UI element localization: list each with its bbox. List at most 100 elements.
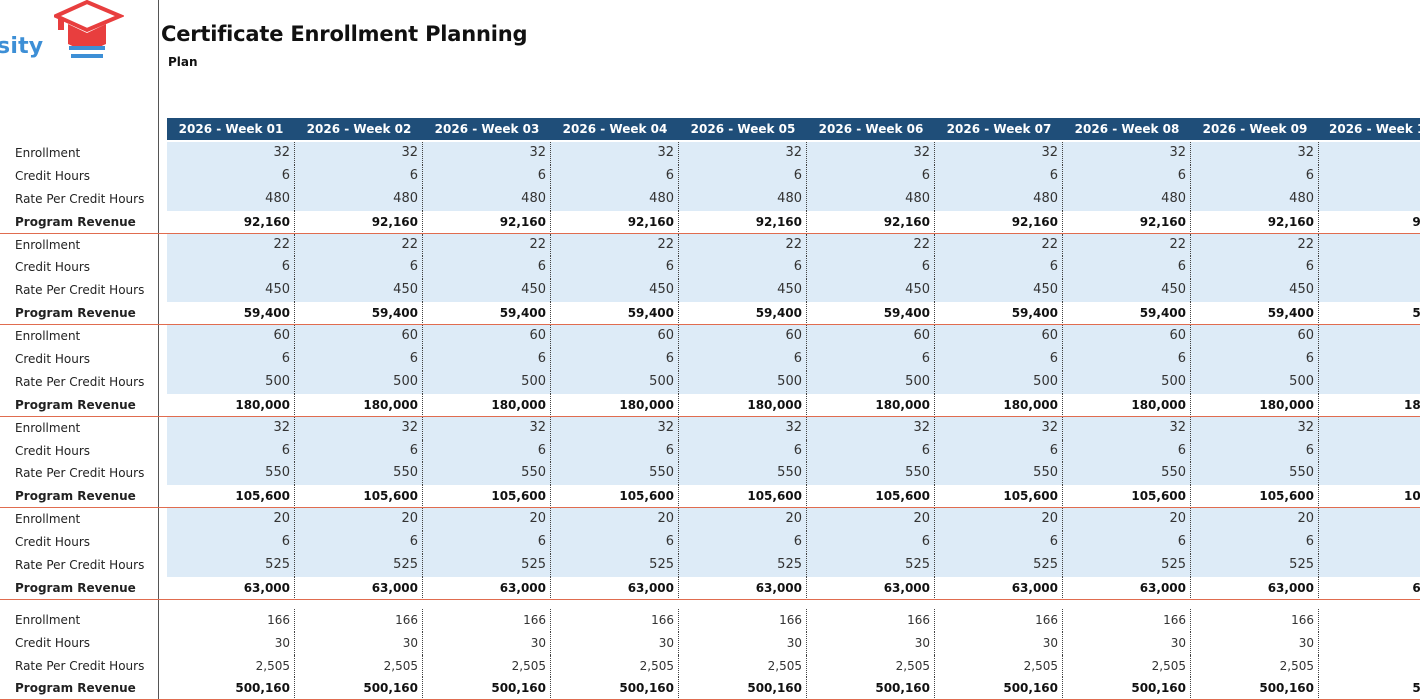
table-cell[interactable]: 500 <box>295 370 423 394</box>
table-cell[interactable]: 105,600 <box>935 485 1063 509</box>
table-cell[interactable]: 2,505 <box>1063 654 1191 678</box>
table-cell[interactable]: 500 <box>1191 370 1319 394</box>
table-cell[interactable]: 450 <box>1191 279 1319 303</box>
table-cell[interactable]: 2,505 <box>679 654 807 678</box>
table-cell[interactable] <box>1319 233 1420 257</box>
table-cell[interactable]: 32 <box>935 142 1063 165</box>
table-cell[interactable]: 60 <box>551 325 679 349</box>
table-cell[interactable] <box>1319 256 1420 280</box>
table-cell[interactable]: 6 <box>1063 164 1191 188</box>
table-cell[interactable]: 59,400 <box>679 302 807 326</box>
table-cell[interactable] <box>1319 416 1420 440</box>
table-cell[interactable]: 2, <box>1319 655 1420 678</box>
table-cell[interactable]: 6 <box>1191 348 1319 371</box>
table-cell[interactable]: 450 <box>423 279 551 303</box>
table-cell[interactable]: 92,160 <box>423 210 551 234</box>
table-cell[interactable]: 6 <box>423 439 551 463</box>
table-cell[interactable]: 6 <box>295 439 423 463</box>
table-cell[interactable]: 105,600 <box>1063 485 1191 509</box>
table-cell[interactable]: 480 <box>551 187 679 211</box>
table-cell[interactable]: 59,400 <box>935 302 1063 326</box>
table-cell[interactable]: 2,505 <box>167 654 295 678</box>
table-cell[interactable]: 2,505 <box>551 654 679 678</box>
table-cell[interactable]: 20 <box>807 508 935 532</box>
table-cell[interactable]: 63,000 <box>935 576 1063 600</box>
table-cell[interactable]: 59,400 <box>1191 302 1319 326</box>
table-cell[interactable]: 59,400 <box>1063 302 1191 326</box>
table-cell[interactable]: 180,000 <box>423 393 551 417</box>
table-cell[interactable]: 480 <box>807 187 935 211</box>
table-cell[interactable]: 32 <box>551 142 679 165</box>
table-cell[interactable]: 6 <box>295 348 423 371</box>
table-cell[interactable]: 6 <box>167 256 295 280</box>
table-cell[interactable]: 480 <box>935 187 1063 211</box>
table-cell[interactable]: 32 <box>423 142 551 165</box>
table-cell[interactable]: 6 <box>295 531 423 555</box>
table-cell[interactable]: 550 <box>551 462 679 486</box>
table-cell[interactable]: 30 <box>167 631 295 655</box>
table-cell[interactable]: 63,000 <box>1063 576 1191 600</box>
table-cell[interactable]: 180,000 <box>551 393 679 417</box>
table-cell[interactable]: 2,505 <box>807 654 935 678</box>
table-cell[interactable]: 6 <box>423 348 551 371</box>
table-cell[interactable] <box>1319 632 1420 655</box>
table-cell[interactable]: 500,160 <box>1063 677 1191 700</box>
table-cell[interactable]: 60 <box>807 325 935 349</box>
table-cell[interactable]: 105,600 <box>167 485 295 509</box>
table-cell[interactable]: 2,505 <box>295 654 423 678</box>
table-cell[interactable]: 63,000 <box>1191 576 1319 600</box>
table-cell[interactable]: 30 <box>295 631 423 655</box>
table-cell[interactable]: 166 <box>1063 608 1191 632</box>
table-cell[interactable]: 6 <box>807 256 935 280</box>
table-cell[interactable]: 60 <box>679 325 807 349</box>
table-cell[interactable]: 60 <box>1191 325 1319 349</box>
table-cell[interactable]: 32 <box>679 416 807 440</box>
table-cell[interactable] <box>1319 142 1420 165</box>
table-cell[interactable]: 63,000 <box>423 576 551 600</box>
table-cell[interactable]: 550 <box>295 462 423 486</box>
table-cell[interactable]: 166 <box>679 608 807 632</box>
table-cell[interactable]: 180,000 <box>807 393 935 417</box>
table-cell[interactable]: 180,000 <box>1191 393 1319 417</box>
table-cell[interactable]: 30 <box>807 631 935 655</box>
table-cell[interactable]: 20 <box>1063 508 1191 532</box>
table-cell[interactable]: 500,160 <box>295 677 423 700</box>
table-cell[interactable]: 6 <box>1191 256 1319 280</box>
table-cell[interactable]: 6 <box>935 256 1063 280</box>
table-cell[interactable]: 550 <box>807 462 935 486</box>
table-cell[interactable]: 480 <box>295 187 423 211</box>
table-cell[interactable]: 6 <box>807 348 935 371</box>
table-cell[interactable]: 500 <box>551 370 679 394</box>
table-cell[interactable]: 92,160 <box>935 210 1063 234</box>
table-cell[interactable]: 6 <box>551 531 679 555</box>
table-cell[interactable]: 166 <box>423 608 551 632</box>
table-cell[interactable]: 22 <box>1191 233 1319 257</box>
table-cell[interactable] <box>1319 609 1420 632</box>
table-cell[interactable]: 20 <box>1191 508 1319 532</box>
table-cell[interactable]: 6 <box>551 256 679 280</box>
table-cell[interactable]: 22 <box>679 233 807 257</box>
table-cell[interactable]: 450 <box>551 279 679 303</box>
table-cell[interactable]: 525 <box>679 554 807 577</box>
table-cell[interactable]: 6 <box>1191 439 1319 463</box>
table-cell[interactable]: 60 <box>935 325 1063 349</box>
week-header-cell[interactable]: 2026 - Week 04 <box>562 122 668 136</box>
table-cell[interactable]: 32 <box>1191 142 1319 165</box>
table-cell[interactable]: 32 <box>1191 416 1319 440</box>
table-cell[interactable]: 4 <box>1319 187 1420 211</box>
week-header-cell[interactable]: 2026 - Week 1 <box>1329 122 1420 136</box>
table-cell[interactable]: 6 <box>1063 531 1191 555</box>
table-cell[interactable]: 59,400 <box>551 302 679 326</box>
table-cell[interactable]: 60 <box>295 325 423 349</box>
table-cell[interactable]: 63,000 <box>551 576 679 600</box>
table-cell[interactable]: 22 <box>423 233 551 257</box>
table-cell[interactable]: 20 <box>167 508 295 532</box>
table-cell[interactable]: 500 <box>167 370 295 394</box>
table-cell[interactable]: 500, <box>1319 677 1420 700</box>
table-cell[interactable]: 2,505 <box>935 654 1063 678</box>
table-cell[interactable]: 32 <box>167 142 295 165</box>
table-cell[interactable]: 59,4 <box>1319 302 1420 326</box>
table-cell[interactable]: 500,160 <box>807 677 935 700</box>
table-cell[interactable]: 6 <box>167 348 295 371</box>
table-cell[interactable]: 6 <box>295 164 423 188</box>
